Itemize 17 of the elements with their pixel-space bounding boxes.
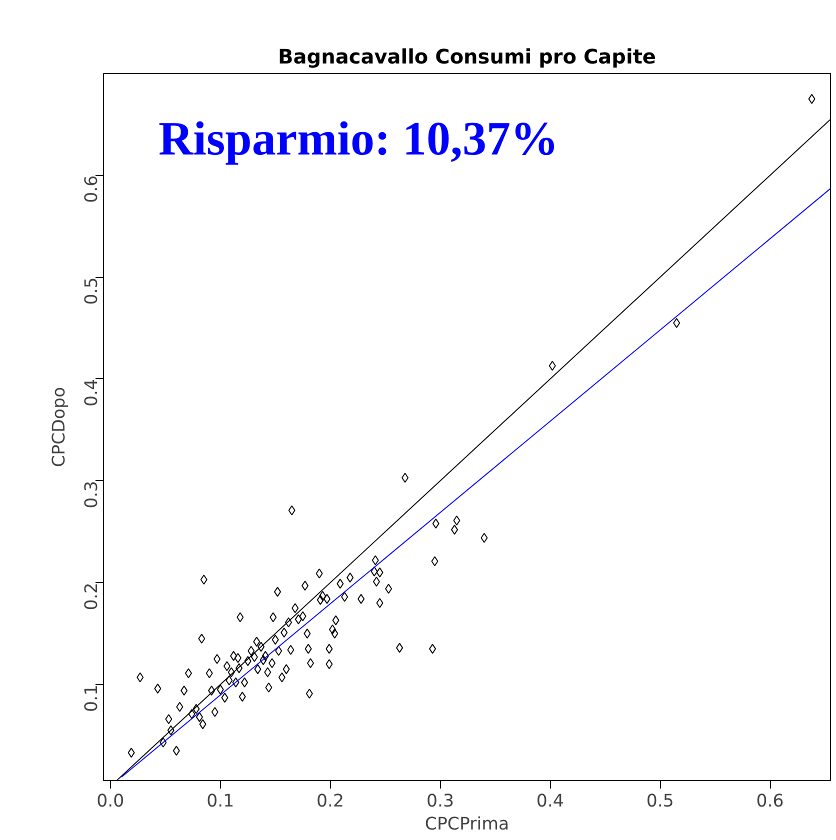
y-tick-label: 0.2 bbox=[82, 582, 102, 610]
chart-title: Bagnacavallo Consumi pro Capite bbox=[278, 44, 656, 68]
x-axis-title: CPCPrima bbox=[424, 814, 510, 834]
y-tick-label: 0.4 bbox=[82, 378, 102, 407]
x-tick-label: 0.5 bbox=[646, 792, 674, 812]
x-tick-label: 0.2 bbox=[316, 792, 344, 812]
x-tick-label: 0.6 bbox=[756, 792, 784, 812]
y-axis-title: CPCDopo bbox=[50, 386, 70, 468]
y-tick-label: 0.5 bbox=[82, 277, 102, 305]
y-tick-label: 0.6 bbox=[82, 175, 102, 203]
y-tick-label: 0.3 bbox=[82, 480, 102, 508]
y-tick-label: 0.1 bbox=[82, 684, 102, 712]
annotation: Risparmio: 10,37% bbox=[158, 112, 558, 166]
x-tick-label: 0.3 bbox=[426, 792, 454, 812]
x-tick-label: 0.4 bbox=[536, 792, 564, 812]
x-tick-label: 0.0 bbox=[96, 792, 124, 812]
x-tick-label: 0.1 bbox=[206, 792, 234, 812]
